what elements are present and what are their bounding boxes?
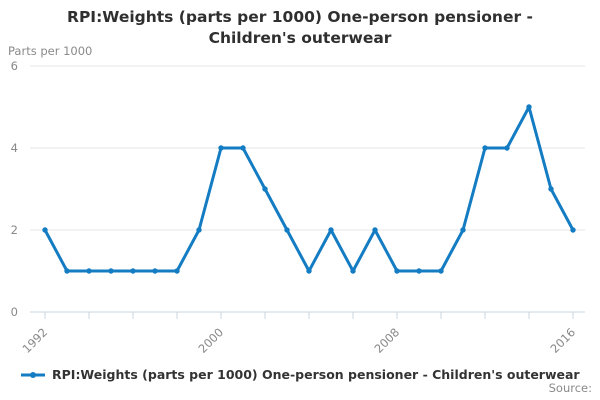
data-point[interactable] [372, 227, 378, 233]
data-point[interactable] [174, 268, 180, 274]
series-line [43, 105, 575, 273]
legend-label: RPI:Weights (parts per 1000) One-person … [52, 367, 580, 382]
legend-marker-icon [21, 371, 45, 378]
data-point[interactable] [438, 268, 444, 274]
source-label: Source: [548, 381, 592, 395]
y-tick-label: 6 [11, 60, 18, 73]
x-tick-label: 2008 [372, 325, 403, 356]
data-point[interactable] [218, 145, 224, 151]
data-point[interactable] [240, 145, 246, 151]
x-tick-label: 2000 [196, 325, 227, 356]
data-point[interactable] [284, 227, 290, 233]
x-tick-label: 2016 [548, 325, 579, 356]
y-tick-label: 0 [11, 305, 18, 319]
data-point[interactable] [42, 227, 48, 233]
legend-item[interactable]: RPI:Weights (parts per 1000) One-person … [20, 367, 580, 382]
data-point[interactable] [416, 268, 422, 274]
y-tick-label: 2 [11, 223, 18, 237]
data-point[interactable] [548, 186, 554, 192]
chart-title-line1: RPI:Weights (parts per 1000) One-person … [67, 8, 533, 26]
y-axis-title: Parts per 1000 [8, 44, 93, 58]
data-point[interactable] [350, 268, 356, 274]
data-point[interactable] [526, 104, 532, 110]
data-point[interactable] [570, 227, 576, 233]
chart-title-line2: Children's outerwear [208, 29, 392, 47]
data-point[interactable] [328, 227, 334, 233]
data-point[interactable] [306, 268, 312, 274]
data-point[interactable] [130, 268, 136, 274]
data-point[interactable] [262, 186, 268, 192]
data-point[interactable] [108, 268, 114, 274]
data-point[interactable] [482, 145, 488, 151]
data-point[interactable] [460, 227, 466, 233]
y-tick-label: 4 [11, 141, 18, 155]
data-point[interactable] [86, 268, 92, 274]
data-point[interactable] [64, 268, 70, 274]
data-point[interactable] [394, 268, 400, 274]
data-point[interactable] [196, 227, 202, 233]
chart-title: RPI:Weights (parts per 1000) One-person … [0, 7, 600, 49]
line-chart: 0 2 4 6 1992 2000 2008 2016 [11, 60, 585, 356]
x-tick-label: 1992 [20, 325, 51, 356]
data-point[interactable] [504, 145, 510, 151]
data-point[interactable] [152, 268, 158, 274]
